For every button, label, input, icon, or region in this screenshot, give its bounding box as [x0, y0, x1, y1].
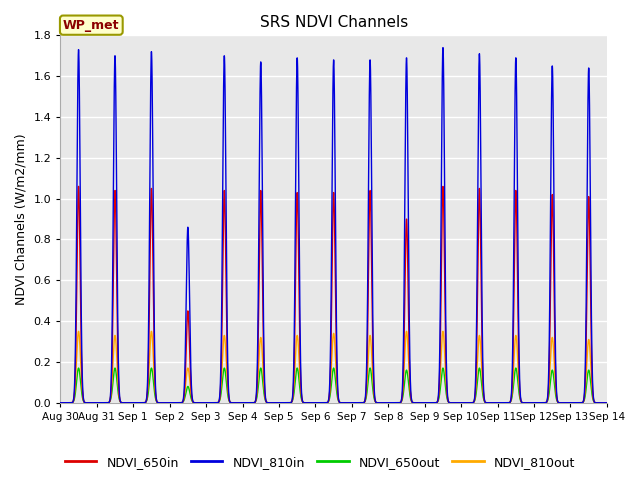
Title: SRS NDVI Channels: SRS NDVI Channels: [259, 15, 408, 30]
Y-axis label: NDVI Channels (W/m2/mm): NDVI Channels (W/m2/mm): [15, 133, 28, 305]
Legend: NDVI_650in, NDVI_810in, NDVI_650out, NDVI_810out: NDVI_650in, NDVI_810in, NDVI_650out, NDV…: [60, 451, 580, 474]
Text: WP_met: WP_met: [63, 19, 120, 32]
